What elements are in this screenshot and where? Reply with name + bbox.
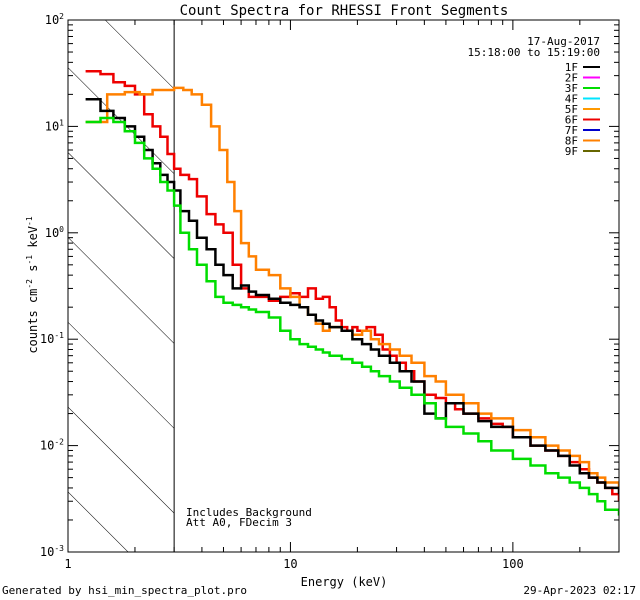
y-axis-label-exp1: -2 — [25, 279, 34, 289]
y-axis-label-unit-b: keV — [26, 226, 40, 248]
observation-time-range: 15:18:00 to 15:19:00 — [468, 46, 600, 59]
y-tick-label: 10-3 — [40, 544, 64, 559]
legend-label-3F: 3F — [565, 82, 578, 95]
legend-label-6F: 6F — [565, 114, 578, 127]
series-layer — [85, 69, 619, 516]
y-tick-label: 100 — [45, 225, 64, 240]
y-tick-label: 10-2 — [40, 438, 64, 453]
background-hatched-region — [68, 20, 175, 552]
legend-label-2F: 2F — [565, 72, 578, 85]
annotation-background: Includes Background — [186, 506, 312, 519]
observation-date: 17-Aug-2017 — [527, 35, 600, 48]
y-axis-label-exp2: -1 — [25, 255, 34, 265]
annotation-attenuator: Att A0, FDecim 3 — [186, 516, 292, 529]
x-axis-label: Energy (keV) — [301, 575, 388, 589]
x-tick-label: 10 — [283, 557, 297, 571]
chart-title: Count Spectra for RHESSI Front Segments — [180, 3, 509, 19]
plot-frame — [67, 19, 620, 553]
series-3F — [85, 116, 619, 516]
legend-label-4F: 4F — [565, 93, 578, 106]
legend-label-7F: 7F — [565, 124, 578, 137]
legend-label-8F: 8F — [565, 135, 578, 148]
axis-ticks: 1 10 100 10-3 10-2 10-1 100 101 102 — [40, 12, 620, 571]
legend-label-5F: 5F — [565, 103, 578, 116]
y-axis-label: counts cm-2 s-1 keV-1 — [25, 216, 40, 354]
legend-label-1F: 1F — [565, 61, 578, 74]
y-axis-label-exp3: -1 — [25, 216, 34, 226]
y-tick-label: 10-1 — [40, 331, 64, 346]
y-axis-label-unit-a: s — [26, 265, 40, 272]
y-tick-label: 101 — [45, 118, 64, 133]
x-tick-label: 100 — [502, 557, 524, 571]
legend-label-9F: 9F — [565, 145, 578, 158]
x-tick-label: 1 — [64, 557, 71, 571]
y-axis-label-main: counts cm — [26, 289, 40, 354]
series-1F — [85, 97, 619, 495]
footer-timestamp: 29-Apr-2023 02:17 — [523, 584, 636, 597]
footer-generated-by: Generated by hsi_min_spectra_plot.pro — [2, 584, 247, 597]
y-tick-label: 102 — [45, 12, 64, 27]
